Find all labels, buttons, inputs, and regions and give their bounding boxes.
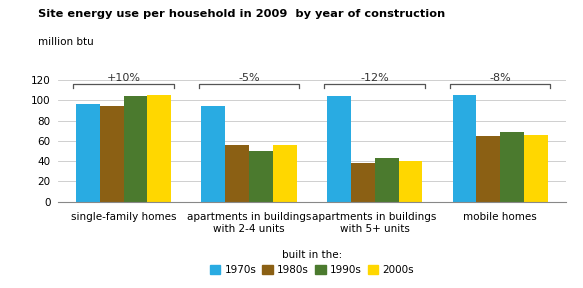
Bar (375, 158, 399, 202)
Text: -5%: -5% (238, 73, 260, 83)
Bar (225, 145, 249, 202)
Text: -12%: -12% (360, 73, 389, 83)
Bar (100, 107, 124, 202)
Bar (500, 132, 524, 202)
Bar (399, 161, 423, 202)
Bar (147, 95, 171, 202)
Text: -8%: -8% (489, 73, 511, 83)
Bar (452, 95, 476, 202)
Bar (76, 104, 100, 202)
Bar (249, 151, 273, 202)
Bar (351, 163, 375, 202)
Bar (273, 145, 297, 202)
Legend: 1970s, 1980s, 1990s, 2000s: 1970s, 1980s, 1990s, 2000s (206, 246, 418, 279)
Bar (124, 96, 147, 202)
Text: +10%: +10% (107, 73, 141, 83)
Bar (201, 107, 225, 202)
Text: million btu: million btu (38, 37, 94, 48)
Bar (476, 136, 500, 202)
Bar (327, 96, 351, 202)
Text: Site energy use per household in 2009  by year of construction: Site energy use per household in 2009 by… (38, 9, 445, 19)
Bar (524, 135, 548, 202)
